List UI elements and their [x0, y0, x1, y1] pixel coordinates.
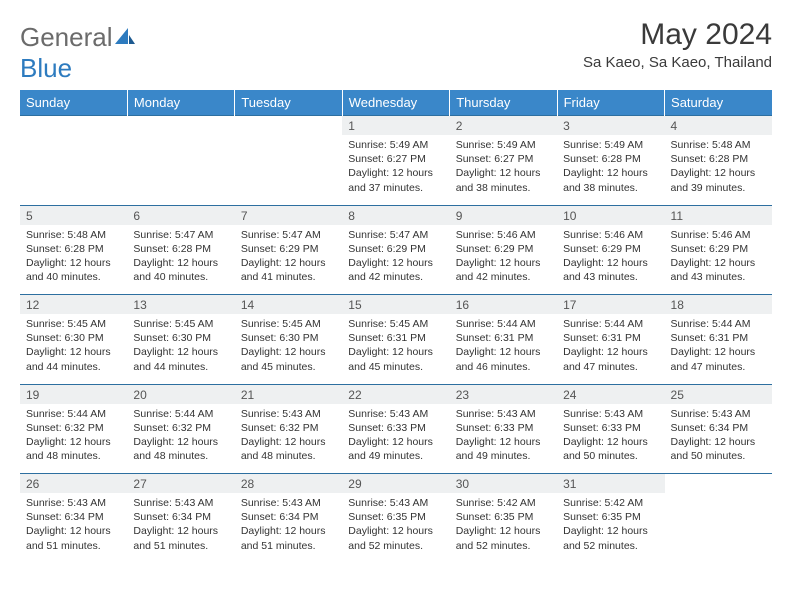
day-content-row: Sunrise: 5:43 AMSunset: 6:34 PMDaylight:… [20, 493, 772, 563]
day-number [665, 474, 772, 494]
day-number [235, 116, 342, 136]
day-cell: Sunrise: 5:43 AMSunset: 6:32 PMDaylight:… [235, 404, 342, 474]
day-cell: Sunrise: 5:43 AMSunset: 6:33 PMDaylight:… [342, 404, 449, 474]
day-number: 8 [342, 205, 449, 225]
day-cell: Sunrise: 5:46 AMSunset: 6:29 PMDaylight:… [665, 225, 772, 295]
day-cell: Sunrise: 5:46 AMSunset: 6:29 PMDaylight:… [557, 225, 664, 295]
day-number: 22 [342, 384, 449, 404]
day-header: Saturday [665, 90, 772, 116]
day-number [127, 116, 234, 136]
header: GeneralBlue May 2024 Sa Kaeo, Sa Kaeo, T… [20, 18, 772, 84]
sail-icon [114, 22, 136, 53]
day-cell: Sunrise: 5:43 AMSunset: 6:34 PMDaylight:… [235, 493, 342, 563]
day-number: 13 [127, 295, 234, 315]
day-number [20, 116, 127, 136]
day-number: 31 [557, 474, 664, 494]
day-cell [235, 135, 342, 205]
day-number-row: 567891011 [20, 205, 772, 225]
day-number: 10 [557, 205, 664, 225]
day-cell: Sunrise: 5:43 AMSunset: 6:34 PMDaylight:… [127, 493, 234, 563]
day-number-row: 19202122232425 [20, 384, 772, 404]
day-cell: Sunrise: 5:43 AMSunset: 6:34 PMDaylight:… [665, 404, 772, 474]
day-number: 12 [20, 295, 127, 315]
day-cell: Sunrise: 5:47 AMSunset: 6:29 PMDaylight:… [235, 225, 342, 295]
day-number: 2 [450, 116, 557, 136]
day-number: 16 [450, 295, 557, 315]
day-header: Monday [127, 90, 234, 116]
month-title: May 2024 [583, 18, 772, 52]
day-number: 5 [20, 205, 127, 225]
day-number: 19 [20, 384, 127, 404]
day-number: 4 [665, 116, 772, 136]
day-cell: Sunrise: 5:44 AMSunset: 6:31 PMDaylight:… [557, 314, 664, 384]
day-number: 17 [557, 295, 664, 315]
day-cell: Sunrise: 5:43 AMSunset: 6:33 PMDaylight:… [450, 404, 557, 474]
day-header: Tuesday [235, 90, 342, 116]
day-number: 9 [450, 205, 557, 225]
day-cell: Sunrise: 5:47 AMSunset: 6:29 PMDaylight:… [342, 225, 449, 295]
day-number: 28 [235, 474, 342, 494]
day-cell: Sunrise: 5:44 AMSunset: 6:31 PMDaylight:… [450, 314, 557, 384]
day-cell: Sunrise: 5:44 AMSunset: 6:32 PMDaylight:… [127, 404, 234, 474]
day-cell: Sunrise: 5:48 AMSunset: 6:28 PMDaylight:… [665, 135, 772, 205]
calendar-table: SundayMondayTuesdayWednesdayThursdayFrid… [20, 90, 772, 563]
day-content-row: Sunrise: 5:49 AMSunset: 6:27 PMDaylight:… [20, 135, 772, 205]
logo: GeneralBlue [20, 22, 136, 84]
day-content-row: Sunrise: 5:44 AMSunset: 6:32 PMDaylight:… [20, 404, 772, 474]
day-number-row: 12131415161718 [20, 295, 772, 315]
day-cell: Sunrise: 5:45 AMSunset: 6:30 PMDaylight:… [127, 314, 234, 384]
day-cell: Sunrise: 5:43 AMSunset: 6:34 PMDaylight:… [20, 493, 127, 563]
day-cell: Sunrise: 5:43 AMSunset: 6:35 PMDaylight:… [342, 493, 449, 563]
day-number: 23 [450, 384, 557, 404]
day-number: 15 [342, 295, 449, 315]
title-block: May 2024 Sa Kaeo, Sa Kaeo, Thailand [583, 18, 772, 71]
calendar-body: 1234Sunrise: 5:49 AMSunset: 6:27 PMDayli… [20, 116, 772, 564]
day-number: 24 [557, 384, 664, 404]
day-cell: Sunrise: 5:44 AMSunset: 6:31 PMDaylight:… [665, 314, 772, 384]
day-number: 6 [127, 205, 234, 225]
day-cell: Sunrise: 5:43 AMSunset: 6:33 PMDaylight:… [557, 404, 664, 474]
logo-text: GeneralBlue [20, 22, 136, 84]
day-cell: Sunrise: 5:49 AMSunset: 6:27 PMDaylight:… [342, 135, 449, 205]
day-number: 20 [127, 384, 234, 404]
day-cell [665, 493, 772, 563]
day-cell: Sunrise: 5:47 AMSunset: 6:28 PMDaylight:… [127, 225, 234, 295]
day-number: 7 [235, 205, 342, 225]
day-cell [127, 135, 234, 205]
day-cell: Sunrise: 5:44 AMSunset: 6:32 PMDaylight:… [20, 404, 127, 474]
day-number: 26 [20, 474, 127, 494]
day-header: Sunday [20, 90, 127, 116]
day-number: 21 [235, 384, 342, 404]
day-cell: Sunrise: 5:45 AMSunset: 6:30 PMDaylight:… [235, 314, 342, 384]
day-cell: Sunrise: 5:46 AMSunset: 6:29 PMDaylight:… [450, 225, 557, 295]
day-content-row: Sunrise: 5:45 AMSunset: 6:30 PMDaylight:… [20, 314, 772, 384]
day-header-row: SundayMondayTuesdayWednesdayThursdayFrid… [20, 90, 772, 116]
day-number: 29 [342, 474, 449, 494]
day-cell: Sunrise: 5:45 AMSunset: 6:30 PMDaylight:… [20, 314, 127, 384]
day-cell: Sunrise: 5:45 AMSunset: 6:31 PMDaylight:… [342, 314, 449, 384]
location: Sa Kaeo, Sa Kaeo, Thailand [583, 54, 772, 71]
day-number: 30 [450, 474, 557, 494]
day-number-row: 262728293031 [20, 474, 772, 494]
day-cell: Sunrise: 5:48 AMSunset: 6:28 PMDaylight:… [20, 225, 127, 295]
day-header: Friday [557, 90, 664, 116]
day-number-row: 1234 [20, 116, 772, 136]
day-number: 14 [235, 295, 342, 315]
day-header: Wednesday [342, 90, 449, 116]
logo-part1: General [20, 22, 113, 52]
day-number: 25 [665, 384, 772, 404]
logo-part2: Blue [20, 53, 72, 83]
day-content-row: Sunrise: 5:48 AMSunset: 6:28 PMDaylight:… [20, 225, 772, 295]
day-cell: Sunrise: 5:42 AMSunset: 6:35 PMDaylight:… [450, 493, 557, 563]
day-cell: Sunrise: 5:49 AMSunset: 6:27 PMDaylight:… [450, 135, 557, 205]
day-number: 18 [665, 295, 772, 315]
day-number: 11 [665, 205, 772, 225]
day-header: Thursday [450, 90, 557, 116]
day-number: 3 [557, 116, 664, 136]
day-cell [20, 135, 127, 205]
day-number: 27 [127, 474, 234, 494]
day-cell: Sunrise: 5:49 AMSunset: 6:28 PMDaylight:… [557, 135, 664, 205]
day-cell: Sunrise: 5:42 AMSunset: 6:35 PMDaylight:… [557, 493, 664, 563]
day-number: 1 [342, 116, 449, 136]
